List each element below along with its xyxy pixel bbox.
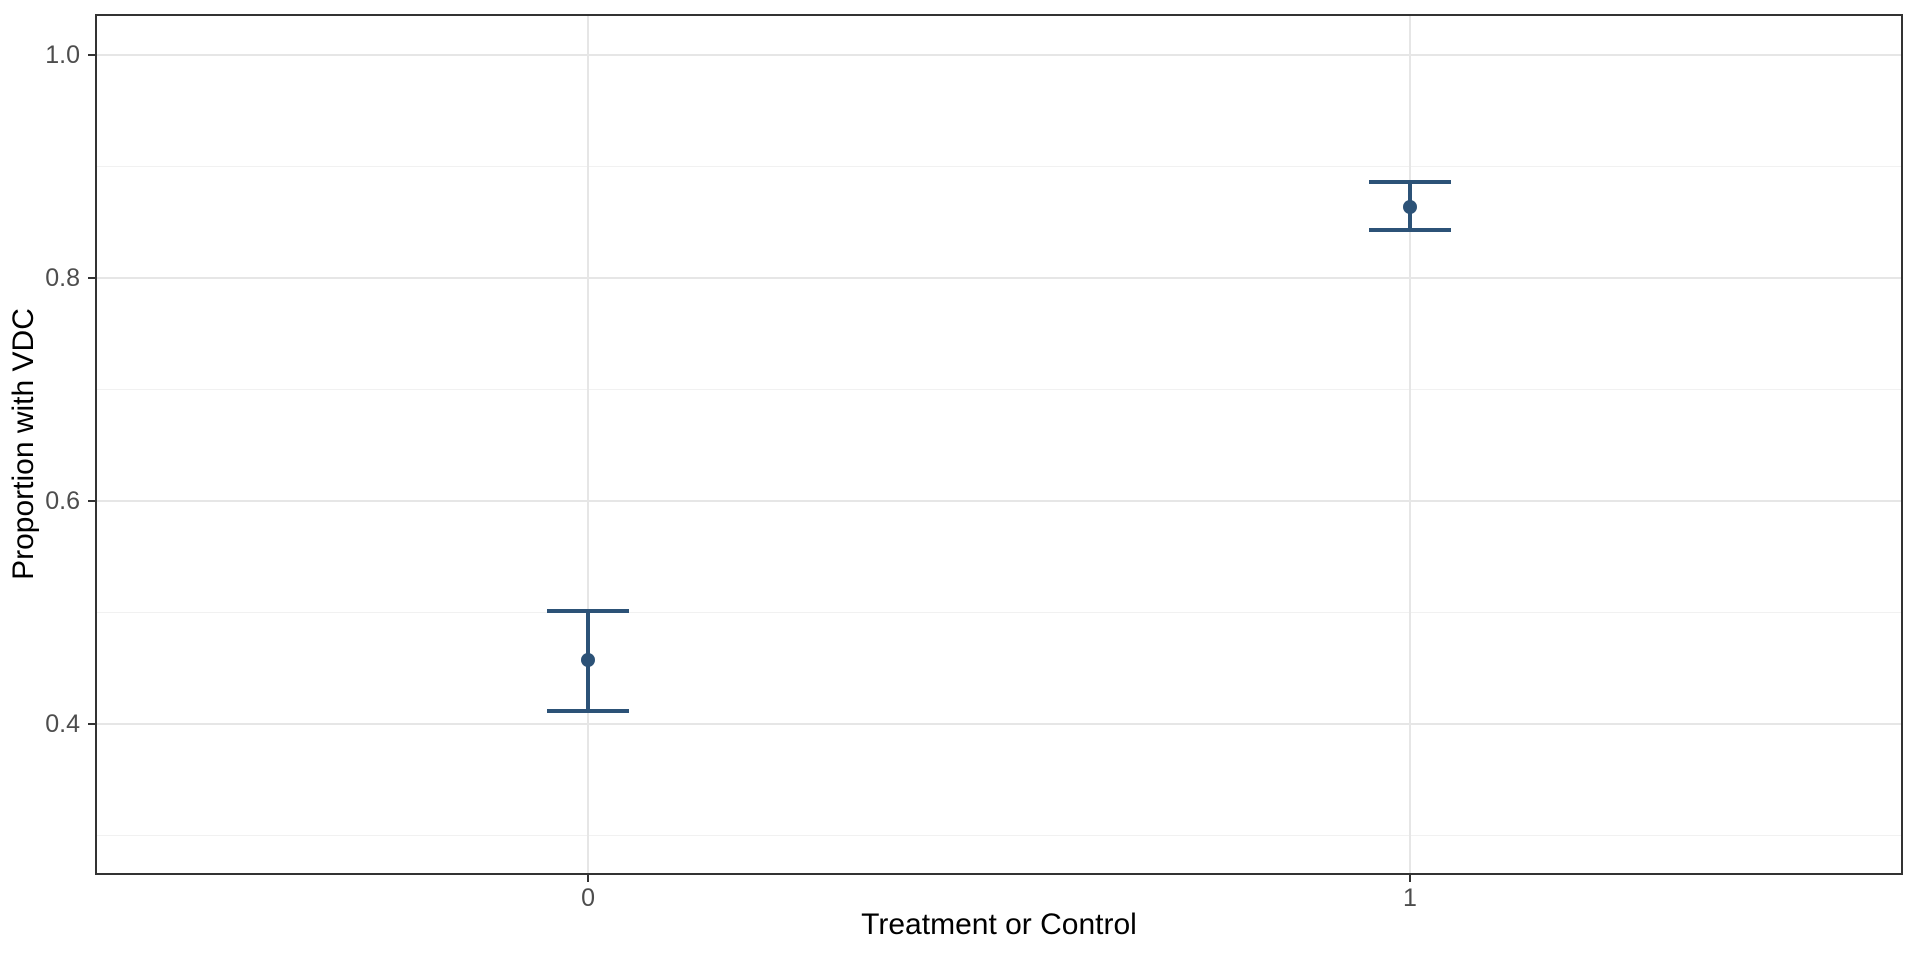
y-tick-mark (88, 54, 95, 57)
x-gridline-major (587, 16, 590, 873)
y-tick-label: 0.8 (45, 264, 80, 293)
data-point (1402, 199, 1417, 214)
y-gridline-major (97, 500, 1901, 503)
x-tick-label: 1 (1403, 884, 1417, 912)
data-point (581, 652, 596, 667)
plot-panel (95, 14, 1903, 875)
y-tick-label: 0.6 (45, 487, 80, 516)
y-tick-label: 1.0 (45, 41, 80, 70)
y-axis-title: Proportion with VDC (7, 308, 40, 580)
y-gridline-minor (97, 835, 1901, 837)
y-gridline-minor (97, 166, 1901, 168)
y-gridline-major (97, 277, 1901, 280)
x-tick-mark (1408, 875, 1411, 882)
y-gridline-major (97, 54, 1901, 57)
errorbar-cap-lower (547, 709, 630, 714)
y-tick-mark (88, 723, 95, 726)
y-gridline-minor (97, 389, 1901, 391)
errorbar-cap-lower (1368, 228, 1451, 233)
y-gridline-minor (97, 612, 1901, 614)
errorbar-cap-upper (1368, 180, 1451, 185)
y-tick-mark (88, 500, 95, 503)
x-axis-title: Treatment or Control (861, 908, 1137, 941)
x-tick-mark (587, 875, 590, 882)
errorbar-cap-upper (547, 608, 630, 613)
y-tick-mark (88, 277, 95, 280)
x-tick-label: 0 (581, 884, 595, 912)
y-gridline-major (97, 723, 1901, 726)
y-tick-label: 0.4 (45, 710, 80, 739)
x-gridline-major (1408, 16, 1411, 873)
